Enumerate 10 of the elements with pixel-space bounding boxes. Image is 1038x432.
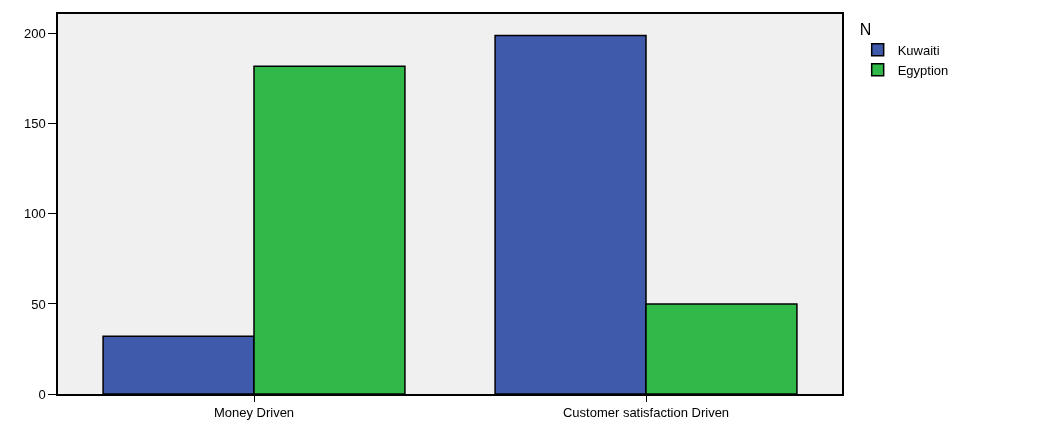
x-tick-label: Customer satisfaction Driven (562, 405, 730, 421)
y-tick-label: 50 (31, 296, 46, 312)
legend-label: Egyption (897, 62, 949, 78)
legend-label: Kuwaiti (897, 42, 940, 58)
y-tick-label: 150 (23, 116, 46, 132)
y-tick-label: 100 (23, 206, 46, 222)
legend-title: N (859, 20, 872, 38)
x-tick-label: Money Driven (213, 405, 295, 421)
y-tick-label: 200 (23, 26, 46, 42)
y-tick-label: 0 (38, 386, 46, 402)
